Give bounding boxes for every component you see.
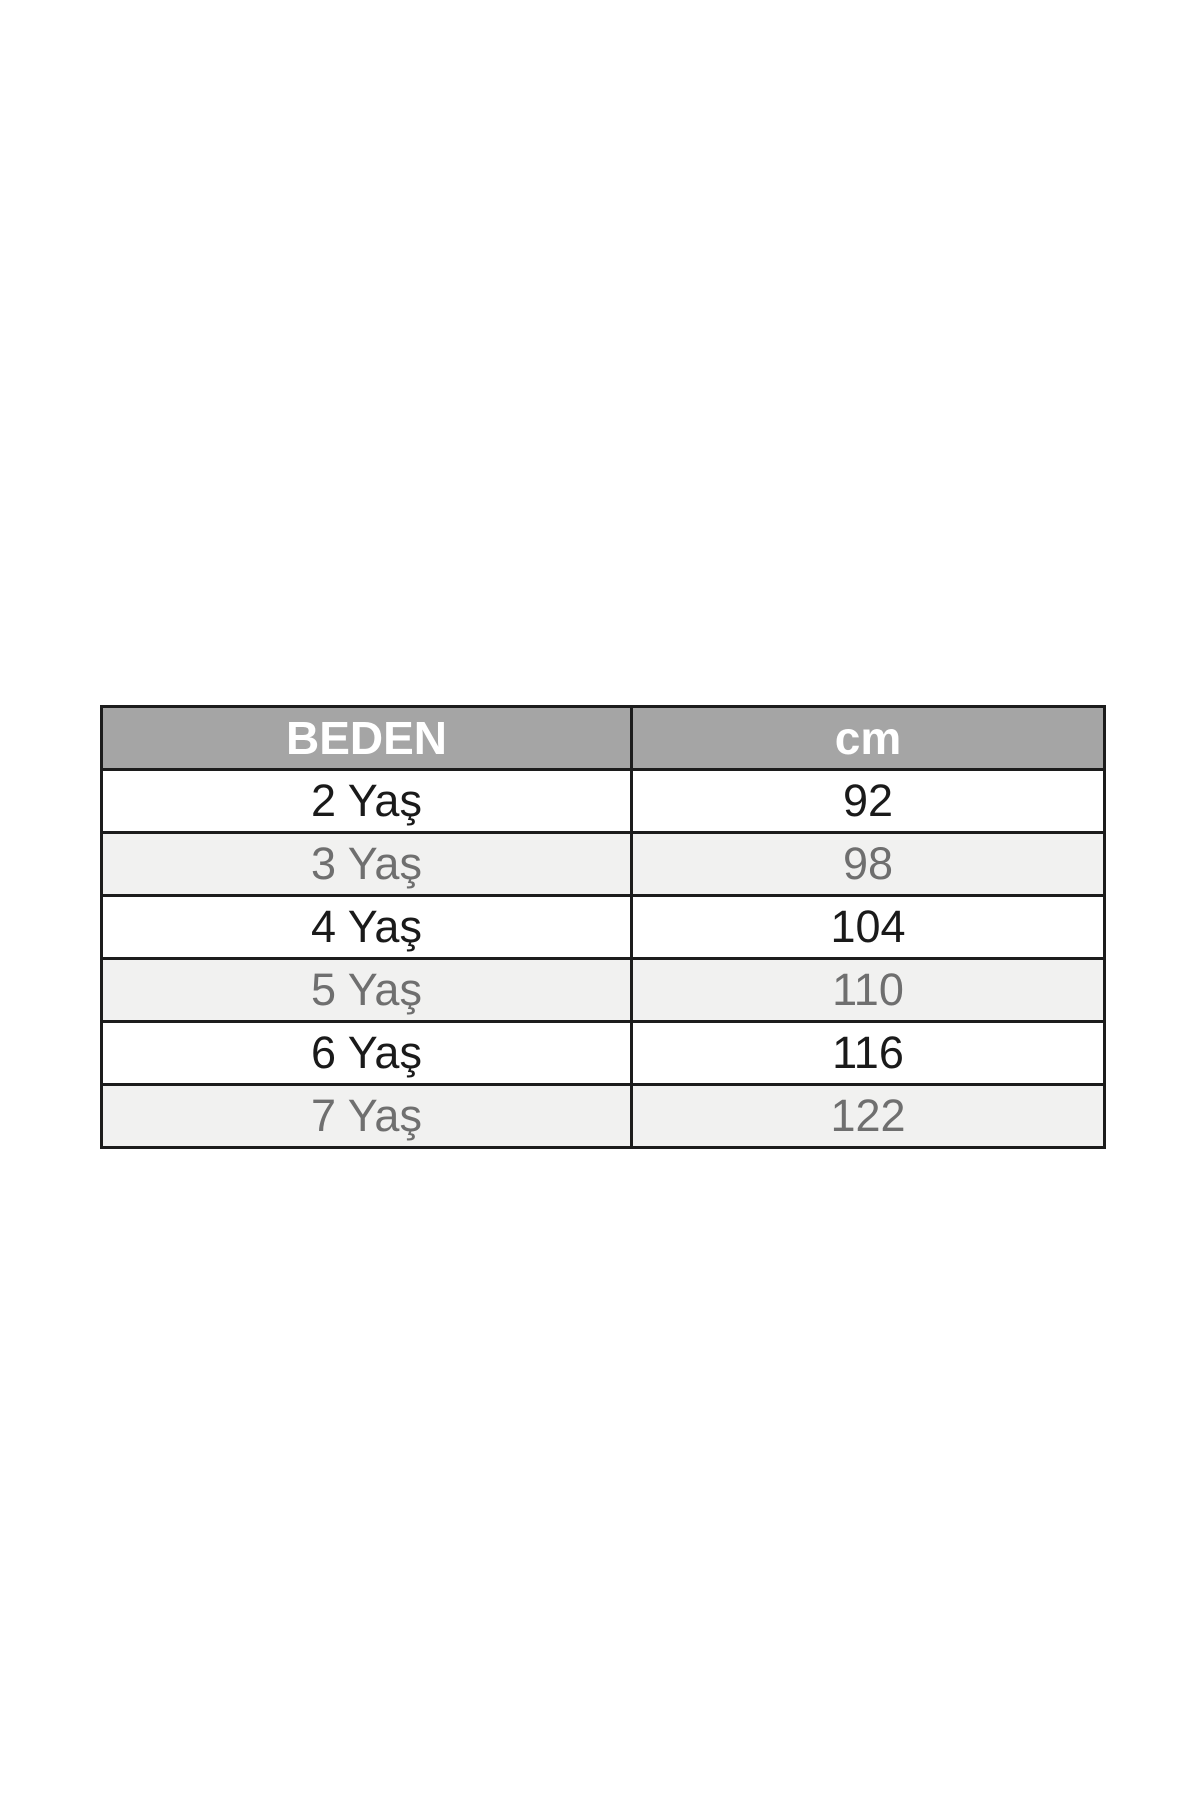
table-row: 3 Yaş 98 xyxy=(103,831,1103,894)
cm-value: 122 xyxy=(830,1090,906,1141)
size-value: 4 Yaş xyxy=(311,901,422,952)
cm-value: 98 xyxy=(842,838,894,889)
size-cell: 3 Yaş xyxy=(103,834,630,894)
header-label-beden: BEDEN xyxy=(285,712,448,764)
table-row: 6 Yaş 116 xyxy=(103,1020,1103,1083)
size-cell: 2 Yaş xyxy=(103,771,630,831)
size-value: 3 Yaş xyxy=(311,838,422,889)
cm-value: 110 xyxy=(832,964,904,1015)
size-cell: 5 Yaş xyxy=(103,960,630,1020)
size-cell: 6 Yaş xyxy=(103,1023,630,1083)
cm-cell: 122 xyxy=(630,1086,1103,1146)
table-header-row: BEDEN cm xyxy=(103,708,1103,768)
cm-value: 116 xyxy=(832,1027,904,1078)
cm-cell: 116 xyxy=(630,1023,1103,1083)
cm-cell: 104 xyxy=(630,897,1103,957)
table-row: 7 Yaş 122 xyxy=(103,1083,1103,1146)
cm-cell: 98 xyxy=(630,834,1103,894)
cm-value: 92 xyxy=(842,775,894,826)
table-row: 2 Yaş 92 xyxy=(103,768,1103,831)
size-value: 7 Yaş xyxy=(311,1090,422,1141)
size-chart-table: BEDEN cm 2 Yaş 92 3 Yaş 98 4 Yaş 104 5 Y… xyxy=(100,705,1106,1149)
cm-cell: 110 xyxy=(630,960,1103,1020)
size-value: 5 Yaş xyxy=(311,964,422,1015)
table-row: 5 Yaş 110 xyxy=(103,957,1103,1020)
size-value: 6 Yaş xyxy=(311,1027,422,1078)
header-label-cm: cm xyxy=(834,712,902,764)
cm-cell: 92 xyxy=(630,771,1103,831)
table-row: 4 Yaş 104 xyxy=(103,894,1103,957)
cm-value: 104 xyxy=(830,901,906,952)
size-cell: 7 Yaş xyxy=(103,1086,630,1146)
header-cell-beden: BEDEN xyxy=(103,708,630,768)
header-cell-cm: cm xyxy=(630,708,1103,768)
size-cell: 4 Yaş xyxy=(103,897,630,957)
size-value: 2 Yaş xyxy=(311,775,422,826)
